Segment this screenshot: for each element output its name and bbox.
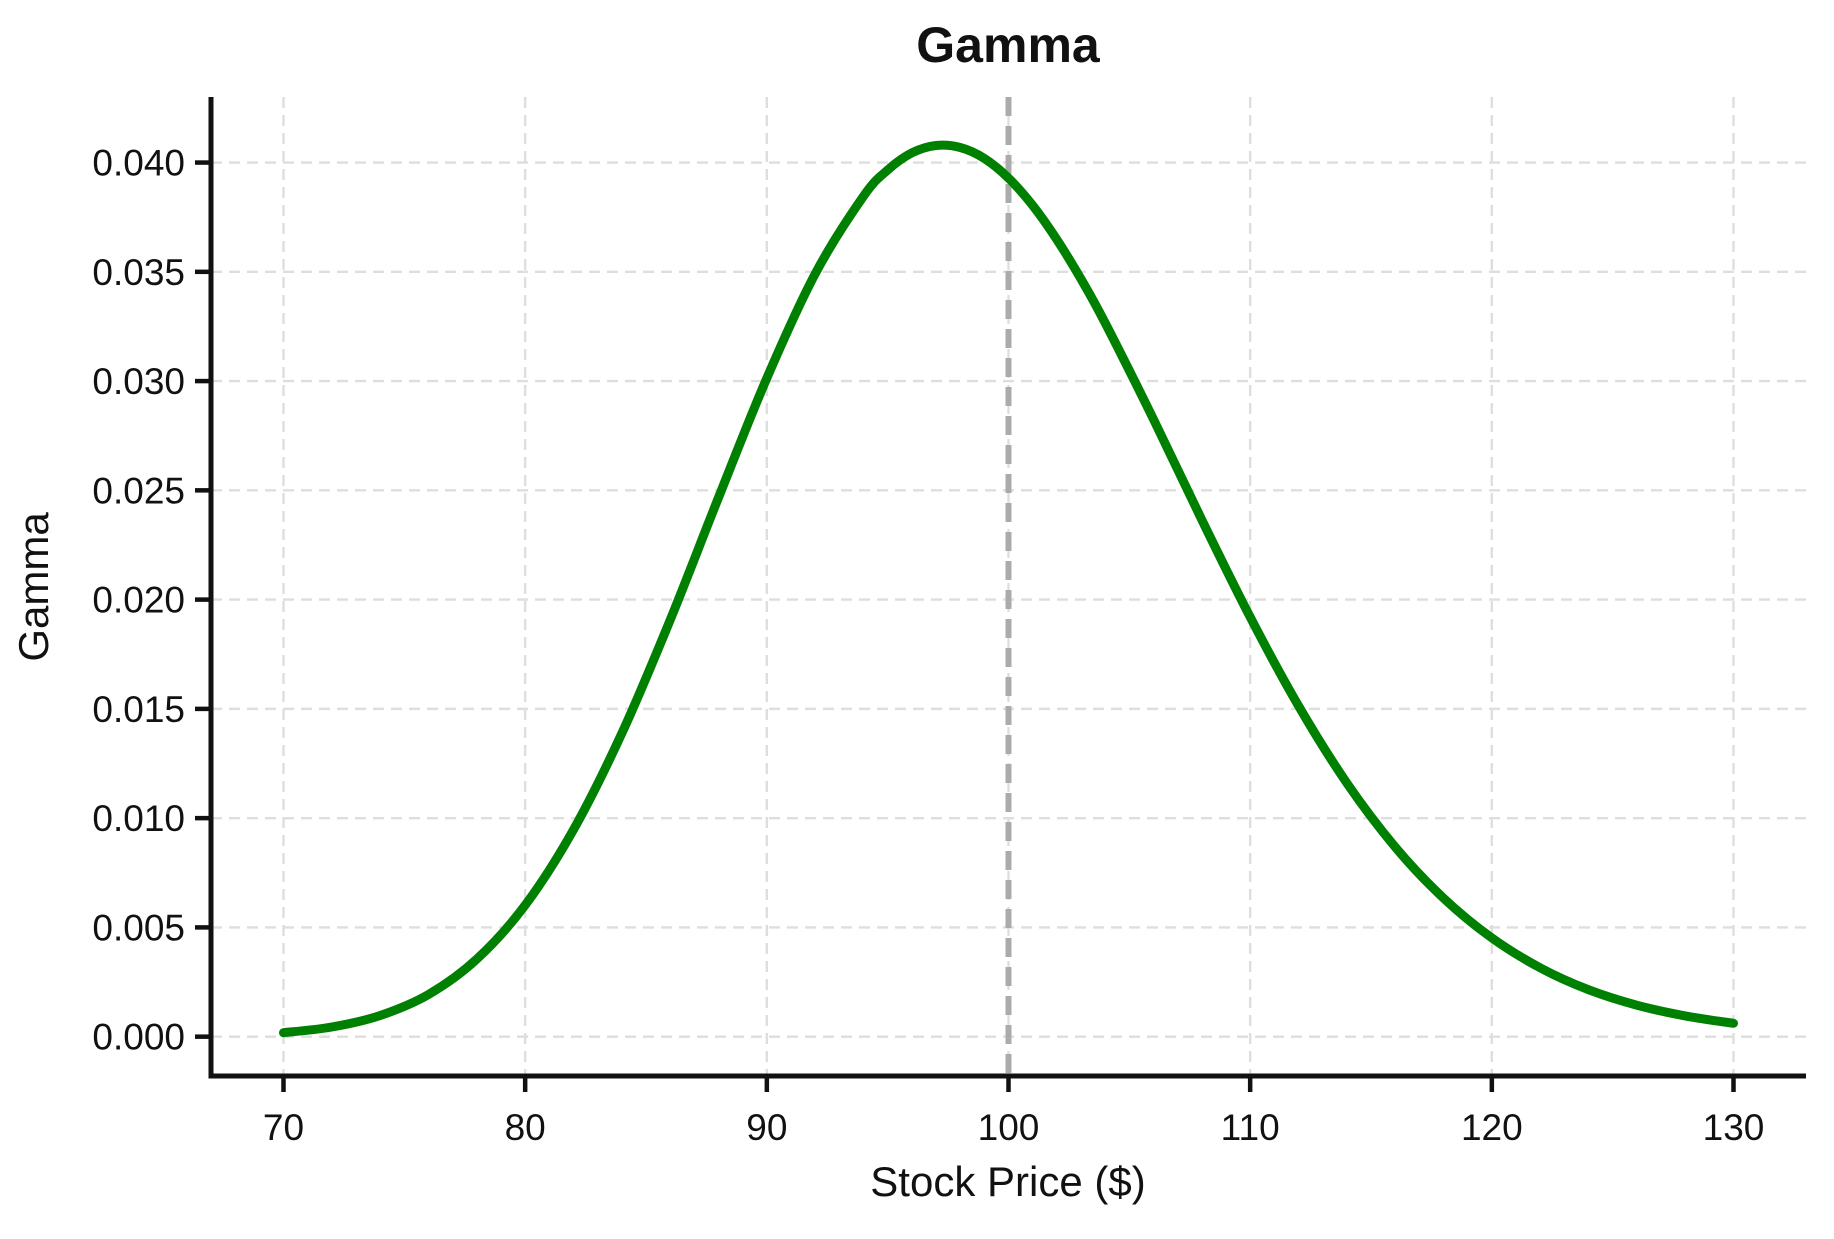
axis-spines — [208, 97, 1806, 1079]
y-axis-label: Gamma — [10, 512, 57, 662]
gamma-curve — [279, 140, 1738, 1038]
x-tick-label: 100 — [978, 1107, 1040, 1148]
axes-spines-and-ticks — [195, 97, 1806, 1092]
x-tick-label: 70 — [263, 1107, 304, 1148]
y-tick-label: 0.030 — [92, 361, 185, 402]
x-tick-label: 80 — [505, 1107, 546, 1148]
y-tick-label: 0.010 — [92, 798, 185, 839]
y-tick-label: 0.040 — [92, 143, 185, 184]
x-tick-label: 120 — [1461, 1107, 1523, 1148]
x-tick-label: 90 — [746, 1107, 787, 1148]
x-tick-label: 130 — [1703, 1107, 1765, 1148]
y-tick-label: 0.000 — [92, 1017, 185, 1058]
y-tick-label: 0.025 — [92, 470, 185, 511]
y-tick-label: 0.035 — [92, 252, 185, 293]
x-axis-label: Stock Price ($) — [870, 1158, 1145, 1205]
y-tick-label: 0.020 — [92, 580, 185, 621]
gamma-curve-path — [279, 140, 1738, 1038]
y-tick-label: 0.015 — [92, 689, 185, 730]
tick-labels: 70 80 90 100 110 120 130 0.000 0.005 0.010 0.015 0.… — [92, 143, 1764, 1148]
chart-title: Gamma — [916, 17, 1101, 73]
y-tick-label: 0.005 — [92, 907, 185, 948]
x-tick-label: 110 — [1221, 1107, 1280, 1148]
